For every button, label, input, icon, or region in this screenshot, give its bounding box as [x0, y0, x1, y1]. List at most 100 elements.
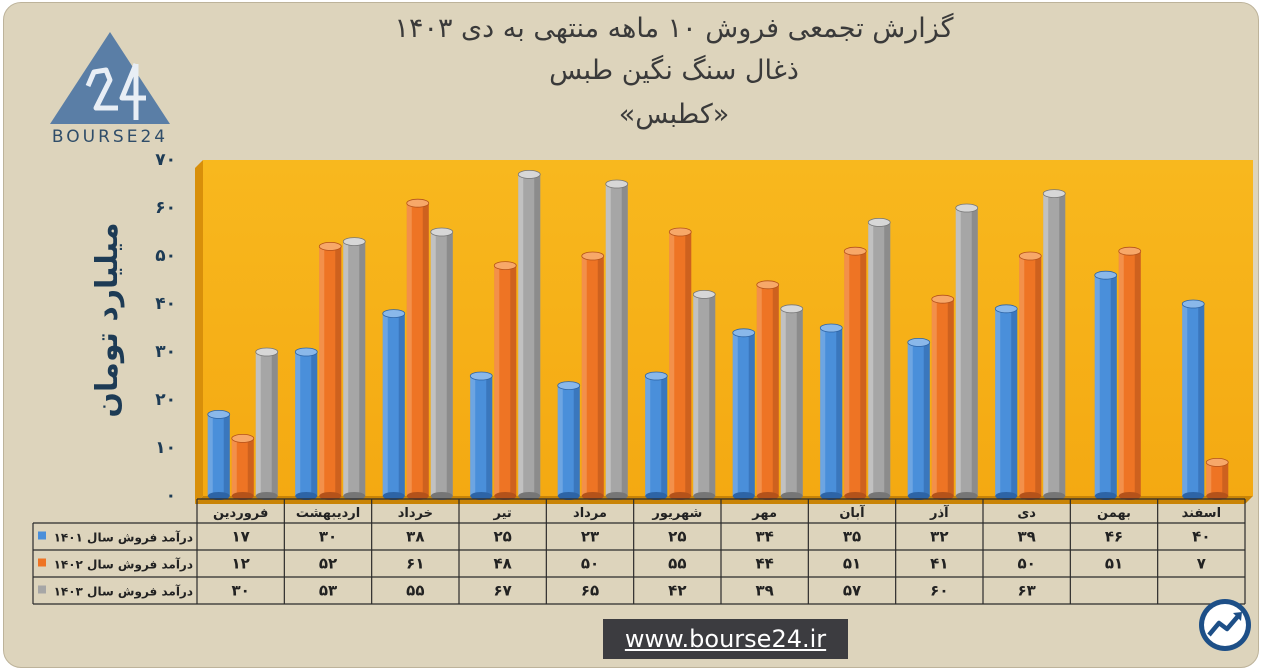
- bar: [406, 198, 430, 500]
- table-cell-value: ۵۳: [319, 582, 337, 600]
- bar-highlight: [255, 352, 261, 496]
- bar-base: [295, 492, 318, 500]
- bar-top: [342, 237, 366, 247]
- plot-side-wall: [195, 160, 203, 504]
- bar-top: [931, 294, 955, 304]
- bar-shade: [884, 222, 891, 496]
- category-label: بهمن: [1097, 506, 1131, 521]
- bar: [955, 203, 979, 500]
- bar-highlight: [207, 414, 213, 496]
- bar: [430, 227, 454, 500]
- table-cell-value: ۳۰: [232, 582, 250, 600]
- bar-top: [1118, 246, 1142, 256]
- category-label: اسفند: [1182, 506, 1221, 521]
- bar-shade: [923, 342, 930, 496]
- bar-top: [207, 409, 231, 419]
- bar-top: [843, 246, 867, 256]
- bar: [819, 323, 843, 500]
- bar-highlight: [581, 256, 587, 496]
- ticker-symbol: «کطبس»: [618, 99, 730, 130]
- y-tick-label: ۱۰: [155, 438, 176, 458]
- bar-base: [868, 492, 891, 500]
- legend-key: [38, 585, 46, 594]
- bar: [1094, 270, 1118, 500]
- table-cell-value: ۴۰: [1192, 528, 1210, 546]
- bar-shade: [359, 241, 366, 496]
- table-cell-value: ۲۵: [494, 528, 512, 546]
- table-cell-value: ۳۹: [756, 582, 774, 600]
- bar-shade: [860, 251, 867, 496]
- bar-highlight: [844, 251, 850, 496]
- bar: [867, 217, 891, 500]
- y-tick-label: ۶۰: [155, 198, 176, 218]
- category-label: خرداد: [398, 506, 433, 521]
- bar: [493, 261, 517, 500]
- legend-key: [38, 558, 46, 567]
- bar-base: [1043, 492, 1066, 500]
- bar-top: [231, 433, 255, 443]
- bar-base: [1206, 492, 1229, 500]
- table-cell-value: ۵۱: [843, 555, 861, 573]
- table-cell-value: ۱۷: [232, 528, 250, 546]
- y-axis: ۰ ۱۰ ۲۰ ۳۰ ۴۰ ۵۰ ۶۰ ۷۰: [155, 150, 176, 506]
- logo-text: BOURSE24: [51, 127, 169, 147]
- bar-shade: [685, 232, 692, 496]
- bar-shade: [446, 232, 453, 496]
- bar-highlight: [343, 241, 349, 496]
- y-tick-label: ۲۰: [155, 390, 176, 410]
- bar-highlight: [1206, 462, 1212, 496]
- bar: [382, 309, 406, 500]
- bar-base: [470, 492, 493, 500]
- bar-top: [294, 347, 318, 357]
- bar-base: [207, 492, 230, 500]
- bar-highlight: [955, 208, 961, 496]
- bar-base: [255, 492, 278, 500]
- bar-highlight: [319, 246, 325, 496]
- bar-highlight: [295, 352, 301, 496]
- bar-top: [469, 371, 493, 381]
- bar-highlight: [1043, 193, 1049, 496]
- bar-top: [907, 337, 931, 347]
- bar-shade: [748, 332, 755, 496]
- bar-shade: [836, 328, 843, 496]
- y-tick-label: ۷۰: [155, 150, 176, 170]
- bar-shade: [947, 299, 954, 496]
- category-label: مهر: [751, 506, 777, 521]
- bar-base: [780, 492, 803, 500]
- table-cell-value: ۵۵: [406, 582, 424, 600]
- bar-shade: [1110, 275, 1117, 496]
- table-cell-value: ۵۰: [581, 555, 599, 573]
- bar-base: [1182, 492, 1205, 500]
- bar-top: [318, 241, 342, 251]
- bar-highlight: [518, 174, 524, 496]
- bar-highlight: [605, 184, 611, 496]
- bar-base: [343, 492, 366, 500]
- bar-shade: [247, 438, 254, 496]
- bar-base: [494, 492, 517, 500]
- table-cell-value: ۲۵: [668, 528, 686, 546]
- bar-shade: [510, 265, 517, 496]
- website-link[interactable]: www.bourse24.ir: [624, 625, 827, 653]
- bar-base: [820, 492, 843, 500]
- bar-top: [406, 198, 430, 208]
- bar-base: [382, 492, 405, 500]
- category-label: آبان: [839, 504, 865, 521]
- table-cell-value: ۵۱: [1105, 555, 1123, 573]
- table-cell-value: ۵۷: [843, 582, 861, 600]
- bar-shade: [772, 284, 779, 496]
- bar: [342, 237, 366, 500]
- table-cell-value: ۳۵: [843, 528, 861, 546]
- bar: [517, 169, 541, 500]
- bar: [557, 381, 581, 500]
- bar-base: [1019, 492, 1042, 500]
- bar-highlight: [995, 308, 1001, 496]
- bar-top: [867, 217, 891, 227]
- website-banner[interactable]: www.bourse24.ir: [603, 619, 848, 659]
- category-label: شهریور: [651, 506, 702, 521]
- bar: [1205, 457, 1229, 500]
- bar: [756, 280, 780, 500]
- bar: [780, 304, 804, 500]
- bar-base: [1094, 492, 1117, 500]
- table-cell-value: ۶۱: [406, 555, 424, 573]
- table-cell-value: ۳۴: [756, 528, 774, 546]
